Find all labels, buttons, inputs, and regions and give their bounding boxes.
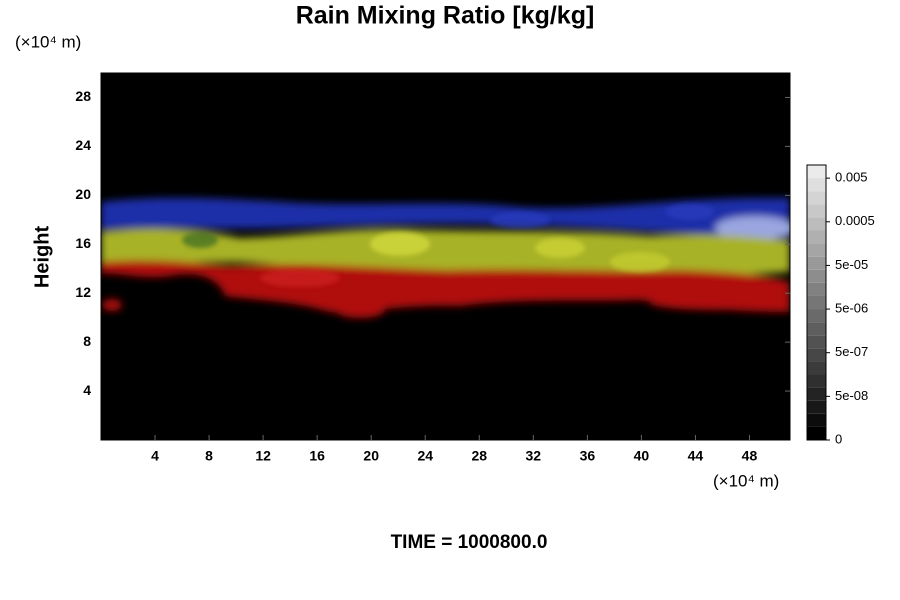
y-tick-label: 28 (75, 88, 91, 104)
x-tick-label: 12 (255, 448, 271, 464)
colorbar-band (807, 204, 826, 218)
colorbar-band (807, 426, 826, 440)
time-label: TIME = 1000800.0 (391, 532, 548, 553)
y-axis-label: Height (31, 226, 53, 289)
x-tick-label: 32 (526, 448, 542, 464)
x-unit: (×10⁴ m) (713, 471, 779, 490)
y-unit: (×10⁴ m) (15, 32, 81, 51)
colorbar-band (807, 348, 826, 362)
colorbar-band (807, 335, 826, 349)
colorbar-band (807, 387, 826, 401)
colorbar-band (807, 309, 826, 323)
x-tick-label: 20 (363, 448, 379, 464)
x-tick-label: 44 (688, 448, 704, 464)
y-tick-label: 20 (75, 186, 91, 202)
x-tick-label: 40 (634, 448, 650, 464)
colorbar-tick-label: 0 (835, 431, 842, 446)
x-tick-label: 36 (580, 448, 596, 464)
colorbar-band (807, 178, 826, 192)
colorbar-band (807, 361, 826, 375)
colorbar-band (807, 269, 826, 283)
x-tick-label: 8 (205, 448, 213, 464)
y-tick-label: 12 (75, 284, 91, 300)
plot-frame (100, 72, 791, 441)
x-tick-label: 24 (417, 448, 433, 464)
colorbar-tick-label: 0.005 (835, 170, 868, 185)
colorbar-tick-label: 5e-05 (835, 257, 868, 272)
colorbar-tick-label: 5e-08 (835, 388, 868, 403)
colorbar-band (807, 400, 826, 414)
colorbar-band (807, 165, 826, 179)
y-tick-label: 24 (75, 137, 91, 153)
colorbar-frame (806, 164, 827, 441)
colorbar-tick-label: 5e-06 (835, 301, 868, 316)
colorbar-band (807, 322, 826, 336)
colorbar-band (807, 230, 826, 244)
colorbar-band (807, 374, 826, 388)
colorbar-band (807, 413, 826, 427)
x-tick-label: 48 (742, 448, 758, 464)
y-tick-label: 16 (75, 235, 91, 251)
colorbar-band (807, 256, 826, 270)
colorbar-band (807, 217, 826, 231)
colorbar-band (807, 191, 826, 205)
colorbar-band (807, 282, 826, 296)
x-tick-label: 4 (151, 448, 159, 464)
x-tick-label: 16 (309, 448, 325, 464)
chart-title: Rain Mixing Ratio [kg/kg] (296, 2, 595, 30)
y-tick-label: 4 (83, 382, 91, 398)
y-tick-label: 8 (83, 333, 91, 349)
colorbar-tick-label: 5e-07 (835, 344, 868, 359)
colorbar-band (807, 295, 826, 310)
x-tick-label: 28 (471, 448, 487, 464)
colorbar-tick-label: 0.0005 (835, 213, 875, 228)
rendered-field (101, 197, 790, 318)
colorbar-band (807, 243, 826, 257)
